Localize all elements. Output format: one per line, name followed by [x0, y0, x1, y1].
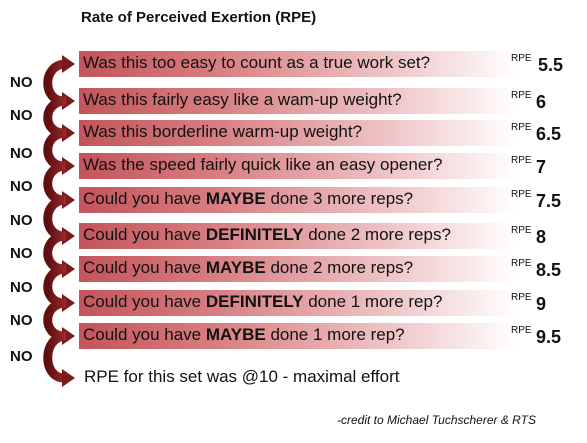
rpe-number: 9 — [536, 294, 547, 314]
no-label: NO — [10, 212, 33, 229]
question-text-pre: Could you have — [83, 325, 206, 344]
question-text-emphasis: MAYBE — [205, 325, 266, 344]
rpe-prefix: RPE — [511, 292, 532, 303]
no-label: NO — [10, 107, 33, 124]
no-label: NO — [10, 145, 33, 162]
question-text: Could you have DEFINITELY done 1 more re… — [83, 292, 442, 312]
chart-title: Rate of Perceived Exertion (RPE) — [81, 9, 317, 26]
question-row: Could you have MAYBE done 3 more reps? — [79, 187, 517, 213]
rpe-number: 7 — [536, 157, 547, 177]
rpe-prefix: RPE — [511, 189, 532, 200]
no-label: NO — [10, 348, 33, 365]
rpe-prefix: RPE — [511, 90, 532, 101]
question-text: Could you have DEFINITELY done 2 more re… — [83, 225, 451, 245]
question-text-emphasis: MAYBE — [205, 189, 266, 208]
no-label: NO — [10, 279, 33, 296]
question-text-emphasis: DEFINITELY — [205, 292, 304, 311]
question-text: Was this borderline warm-up weight? — [83, 122, 362, 142]
question-text-pre: Could you have — [83, 225, 206, 244]
question-row: Was this too easy to count as a true wor… — [79, 51, 517, 77]
question-row: Was the speed fairly quick like an easy … — [79, 153, 517, 179]
rpe-prefix: RPE — [511, 225, 532, 236]
question-row: Could you have DEFINITELY done 2 more re… — [79, 223, 517, 249]
credit-note: -credit to Michael Tuchscherer & RTS — [337, 413, 536, 427]
question-text-emphasis: MAYBE — [205, 258, 266, 277]
question-row: Could you have MAYBE done 2 more reps? — [79, 256, 517, 282]
rpe-number: 6.5 — [536, 124, 562, 144]
rpe-number: 8 — [536, 227, 547, 247]
no-label: NO — [10, 312, 33, 329]
rpe-number: 5.5 — [538, 55, 564, 75]
question-row: Was this borderline warm-up weight? — [79, 120, 517, 146]
rpe-prefix: RPE — [511, 258, 532, 269]
question-text: Could you have MAYBE done 3 more reps? — [83, 189, 413, 209]
question-text-pre: Was this too easy to count as a true wor… — [83, 53, 431, 72]
question-text-pre: Could you have — [83, 189, 206, 208]
question-text-post: done 2 more reps? — [265, 258, 414, 277]
question-text-post: done 1 more rep? — [303, 292, 443, 311]
flow-arrow-head — [62, 55, 75, 73]
question-text-pre: Was this fairly easy like a wam-up weigh… — [83, 90, 402, 109]
question-text: Could you have MAYBE done 1 more rep? — [83, 325, 405, 345]
no-label: NO — [10, 245, 33, 262]
question-text-pre: Could you have — [83, 292, 206, 311]
question-row: Was this fairly easy like a wam-up weigh… — [79, 88, 517, 114]
final-result: RPE for this set was @10 - maximal effor… — [84, 367, 400, 386]
question-text: Was this fairly easy like a wam-up weigh… — [83, 90, 402, 110]
rpe-number: 9.5 — [536, 327, 562, 347]
rpe-number: 6 — [536, 92, 547, 112]
rpe-number: 8.5 — [536, 260, 562, 280]
question-text-pre: Was the speed fairly quick like an easy … — [83, 155, 443, 174]
question-row: Could you have MAYBE done 1 more rep? — [79, 323, 517, 349]
question-text-post: done 1 more rep? — [265, 325, 405, 344]
question-text-emphasis: DEFINITELY — [205, 225, 304, 244]
rpe-prefix: RPE — [511, 325, 532, 336]
question-text: Was the speed fairly quick like an easy … — [83, 155, 442, 175]
question-row: Could you have DEFINITELY done 1 more re… — [79, 290, 517, 316]
question-text-post: done 3 more reps? — [265, 189, 414, 208]
question-text-pre: Could you have — [83, 258, 206, 277]
no-label: NO — [10, 74, 33, 91]
rpe-prefix: RPE — [511, 53, 532, 64]
flow-arrow-curve — [43, 331, 67, 383]
flow-arrow-head — [62, 369, 75, 387]
rpe-prefix: RPE — [511, 155, 532, 166]
question-text: Could you have MAYBE done 2 more reps? — [83, 258, 413, 278]
rpe-number: 7.5 — [536, 191, 562, 211]
rpe-prefix: RPE — [511, 122, 532, 133]
question-text: Was this too easy to count as a true wor… — [83, 53, 430, 73]
no-label: NO — [10, 178, 33, 195]
question-text-post: done 2 more reps? — [303, 225, 451, 244]
question-text-pre: Was this borderline warm-up weight? — [83, 122, 363, 141]
